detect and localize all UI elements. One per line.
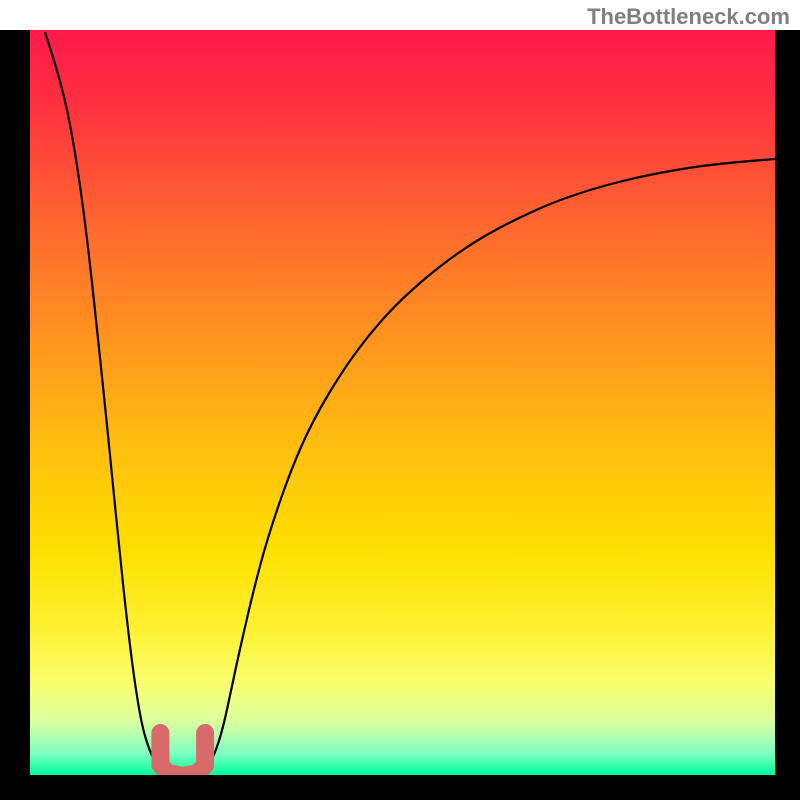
bottleneck-chart xyxy=(0,0,800,800)
watermark-text: TheBottleneck.com xyxy=(587,4,790,30)
plot-background xyxy=(30,30,775,775)
chart-container: { "canvas": { "width": 800, "height": 80… xyxy=(0,0,800,800)
border-left xyxy=(0,30,30,800)
border-right xyxy=(775,30,800,800)
border-bottom xyxy=(0,775,800,800)
